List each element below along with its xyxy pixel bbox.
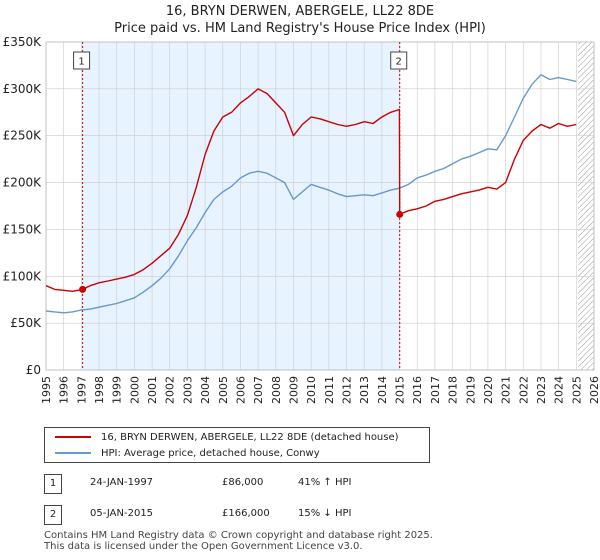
- transaction-price: £166,000: [222, 508, 270, 519]
- chart-subtitle: Price paid vs. HM Land Registry's House …: [114, 21, 486, 36]
- y-tick-label: £0: [26, 363, 41, 377]
- x-tick-label: 2019: [464, 376, 477, 404]
- legend-item-price: 16, BRYN DERWEN, ABERGELE, LL22 8DE (det…: [45, 429, 399, 445]
- x-tick-label: 2003: [181, 376, 194, 404]
- chart-legend: 16, BRYN DERWEN, ABERGELE, LL22 8DE (det…: [44, 427, 430, 463]
- sale-point: [79, 285, 87, 293]
- legend-swatch-price: [55, 436, 91, 438]
- y-tick-label: £350K: [3, 35, 43, 49]
- y-tick-label: £200K: [3, 176, 43, 190]
- legend-item-hpi: HPI: Average price, detached house, Conw…: [45, 445, 320, 461]
- x-tick-label: 2020: [482, 376, 495, 404]
- x-tick-label: 1995: [40, 376, 53, 404]
- x-tick-label: 2008: [270, 376, 283, 404]
- x-tick-label: 2001: [146, 376, 159, 404]
- x-tick-label: 2016: [411, 376, 424, 404]
- annotation-label: 1: [78, 57, 84, 68]
- y-tick-label: £300K: [3, 82, 43, 96]
- y-tick-label: £150K: [3, 222, 43, 236]
- x-tick-label: 2026: [588, 376, 600, 404]
- transaction-badge: 1: [44, 474, 62, 494]
- x-tick-label: 2010: [305, 376, 318, 404]
- x-tick-label: 2025: [570, 376, 583, 404]
- transaction-hpi-diff: 15% ↓ HPI: [298, 508, 352, 519]
- ownership-shaded-region: [82, 42, 400, 370]
- x-tick-label: 1998: [93, 376, 106, 404]
- x-tick-label: 2014: [376, 376, 389, 404]
- x-tick-label: 1997: [75, 376, 88, 404]
- y-tick-label: £50K: [10, 316, 42, 330]
- y-tick-label: £250K: [3, 129, 43, 143]
- sale-point: [396, 210, 404, 218]
- plot-frame: [45, 41, 595, 371]
- annotation-label: 2: [396, 57, 402, 68]
- x-tick-label: 2012: [341, 376, 354, 404]
- x-tick-label: 1999: [111, 376, 124, 404]
- x-tick-label: 2013: [358, 376, 371, 404]
- x-tick-label: 2021: [500, 376, 513, 404]
- chart-title: 16, BRYN DERWEN, ABERGELE, LL22 8DE: [165, 4, 435, 19]
- legend-label-price: 16, BRYN DERWEN, ABERGELE, LL22 8DE (det…: [101, 431, 399, 443]
- legend-label-hpi: HPI: Average price, detached house, Conw…: [101, 447, 320, 459]
- annotation-box: [390, 51, 408, 70]
- footer-copyright: Contains HM Land Registry data © Crown c…: [44, 530, 433, 552]
- future-hatched-region: [578, 42, 594, 370]
- y-tick-label: £100K: [3, 269, 43, 283]
- footer-line-1: Contains HM Land Registry data © Crown c…: [44, 530, 433, 541]
- x-tick-label: 2011: [323, 376, 336, 404]
- transaction-price: £86,000: [222, 477, 264, 488]
- x-tick-label: 2000: [128, 376, 141, 404]
- transaction-date: 24-JAN-1997: [90, 477, 154, 488]
- x-tick-label: 2023: [535, 376, 548, 404]
- x-tick-label: 2006: [234, 376, 247, 404]
- x-tick-label: 2018: [447, 376, 460, 404]
- footer-line-2: This data is licensed under the Open Gov…: [44, 541, 363, 552]
- x-tick-label: 2009: [287, 376, 300, 404]
- x-tick-label: 2017: [429, 376, 442, 404]
- annotation-box: [73, 51, 91, 70]
- chart-area: £0 £50K £100K £150K £200K £250K £300K £350K 1995…: [3, 35, 600, 404]
- legend-swatch-hpi: [55, 452, 91, 454]
- x-tick-label: 2022: [517, 376, 530, 404]
- x-tick-label: 1996: [58, 376, 71, 404]
- x-tick-label: 2002: [164, 376, 177, 404]
- x-tick-label: 2004: [199, 376, 212, 404]
- transaction-hpi-diff: 41% ↑ HPI: [298, 477, 352, 488]
- x-tick-label: 2007: [252, 376, 265, 404]
- x-tick-label: 2024: [553, 376, 566, 404]
- x-tick-label: 2005: [217, 376, 230, 404]
- transaction-date: 05-JAN-2015: [90, 508, 154, 519]
- transaction-badge: 2: [44, 505, 62, 525]
- x-tick-label: 2015: [394, 376, 407, 404]
- hpi-line: [45, 74, 577, 314]
- price-paid-line: [45, 88, 577, 292]
